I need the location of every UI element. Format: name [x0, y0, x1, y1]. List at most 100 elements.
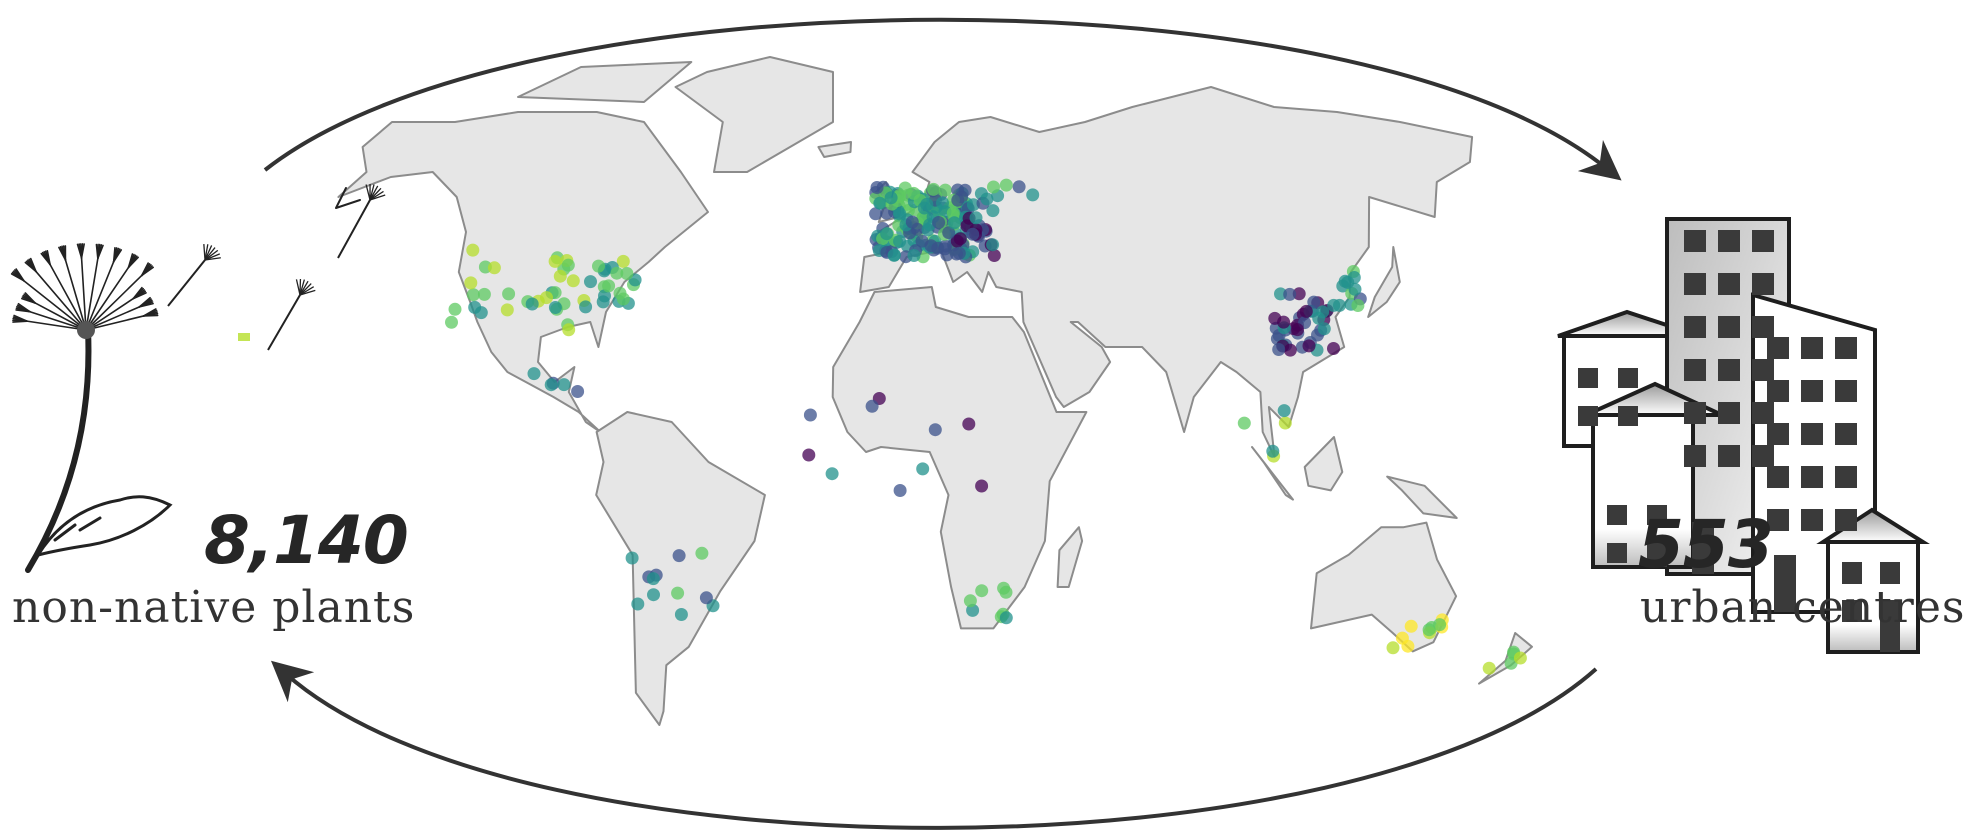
- city-point: [671, 586, 685, 600]
- city-point: [1283, 287, 1297, 301]
- city-point: [928, 423, 942, 437]
- city-point: [907, 249, 921, 262]
- city-point: [548, 301, 562, 314]
- city-point: [1333, 298, 1346, 312]
- plant-count: 8,140: [204, 502, 409, 579]
- city-point: [525, 297, 539, 311]
- plant-label: non-native plants: [12, 582, 416, 633]
- city-point: [966, 227, 980, 241]
- city-point: [938, 183, 952, 197]
- city-point: [1302, 339, 1316, 353]
- city-point: [1433, 618, 1447, 632]
- city-point: [880, 227, 894, 241]
- dandelion-icon: [10, 187, 361, 573]
- city-point: [947, 216, 961, 230]
- city-point: [893, 207, 907, 221]
- city-point: [1395, 631, 1409, 645]
- city-point: [802, 448, 816, 462]
- city-point: [1277, 315, 1291, 329]
- city-point: [474, 306, 488, 320]
- bottom-arrow: [270, 660, 1598, 830]
- city-point: [579, 300, 593, 314]
- city-point: [1278, 416, 1292, 430]
- city-point: [562, 323, 576, 337]
- city-point: [980, 192, 994, 206]
- landmass-africa: [831, 286, 1088, 630]
- landmass-greenland: [674, 56, 834, 173]
- city-point: [987, 180, 1000, 194]
- city-point: [1274, 287, 1287, 301]
- city-point: [477, 287, 491, 301]
- city-point: [916, 462, 930, 476]
- city-point: [544, 378, 558, 392]
- city-point: [1307, 295, 1321, 309]
- landmass-north-america: [337, 111, 709, 433]
- city-point: [870, 181, 884, 194]
- city-point: [548, 254, 562, 268]
- city-point: [905, 215, 919, 229]
- city-point: [1291, 323, 1304, 337]
- city-point: [907, 186, 921, 200]
- city-point: [561, 258, 575, 272]
- city-point: [869, 207, 883, 221]
- city-point: [946, 206, 960, 220]
- city-point: [999, 178, 1013, 192]
- city-point: [887, 248, 901, 262]
- city-point: [500, 303, 514, 317]
- floating-seeds: [167, 183, 386, 351]
- city-point: [571, 385, 585, 398]
- buildings-icon: [1557, 217, 1930, 654]
- city-point: [613, 286, 627, 300]
- city-point: [602, 279, 616, 293]
- city-point: [920, 197, 934, 211]
- city-point: [952, 246, 966, 260]
- city-point: [999, 611, 1013, 625]
- landmass-new-guinea: [1386, 475, 1458, 519]
- city-point: [646, 572, 660, 586]
- city-point: [672, 549, 686, 563]
- city-point: [553, 269, 567, 283]
- city-point: [1351, 299, 1365, 312]
- city-point: [884, 191, 898, 205]
- city-point: [616, 254, 630, 268]
- city-point: [953, 232, 967, 246]
- landmass-arctic-islands: [517, 61, 693, 103]
- city-point: [963, 594, 977, 608]
- city-point: [986, 204, 1000, 218]
- city-point: [986, 238, 1000, 252]
- city-point: [557, 378, 571, 392]
- city-point: [1299, 304, 1313, 318]
- city-point: [936, 196, 949, 210]
- city-point: [1513, 651, 1527, 665]
- city-point: [1277, 404, 1291, 418]
- city-point: [1316, 305, 1330, 319]
- city-point: [487, 261, 501, 275]
- city-point: [962, 417, 976, 431]
- city-point: [893, 484, 907, 497]
- city-point: [502, 287, 516, 301]
- landmass-madagascar: [1056, 526, 1084, 588]
- city-point: [566, 274, 580, 288]
- city-point: [631, 597, 645, 611]
- city-point: [1404, 619, 1418, 633]
- city-label: urban centres: [1640, 582, 1966, 633]
- city-point: [1317, 322, 1331, 336]
- city-point: [448, 302, 462, 316]
- city-point: [951, 193, 965, 207]
- city-point: [942, 226, 956, 240]
- city-point: [927, 182, 940, 196]
- city-point: [1292, 287, 1306, 301]
- city-point: [596, 295, 610, 309]
- top-arrow: [263, 17, 1622, 181]
- landmass-australia: [1310, 521, 1458, 653]
- city-point: [445, 315, 458, 329]
- city-point: [466, 288, 480, 302]
- city-point: [1327, 342, 1340, 355]
- city-point: [969, 211, 983, 225]
- city-point: [540, 291, 553, 305]
- city-point: [466, 243, 480, 257]
- city-point: [592, 259, 605, 273]
- landmass-south-america: [595, 411, 766, 726]
- city-point: [610, 266, 624, 280]
- city-point: [699, 591, 713, 605]
